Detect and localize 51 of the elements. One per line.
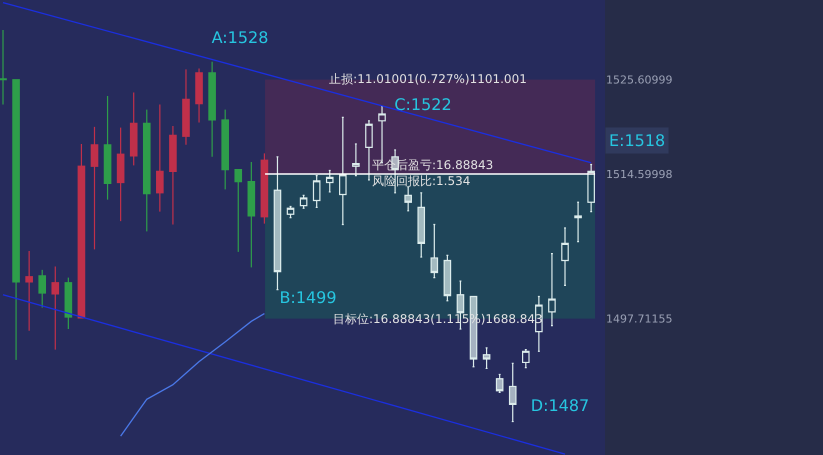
candlestick [508,362,517,422]
candlestick [286,206,294,218]
y-tick-label: 1514.59998 [606,168,672,181]
candlestick [574,202,582,242]
candlestick [300,194,308,209]
candlestick [548,253,556,326]
candlestick [195,68,203,124]
candlestick [260,152,268,224]
candlestick [404,186,412,212]
annotation: A:1528 [212,28,268,47]
y-tick-label: 1525.60999 [606,73,672,86]
candlestick [12,79,20,360]
candlestick [339,116,347,226]
candlestick [156,104,164,212]
annotation: D:1487 [530,396,590,415]
candlestick [169,125,177,226]
text: E:1518 [609,131,666,150]
candlestick [25,250,33,332]
candlestick [312,175,320,208]
candlestick [182,68,190,146]
candlestick [417,192,426,258]
candlestick [234,169,242,253]
candlestick [352,143,360,176]
candlestick [326,170,334,193]
candlestick [51,266,60,350]
annotation: 止损:11.01001(0.727%)1101.001 [329,72,527,86]
candlestick [116,127,124,222]
candlestick [587,164,595,212]
candlestick [64,277,72,330]
candlestick [561,227,569,286]
candlestick [248,161,256,268]
candlestick [365,120,373,181]
candlestick [0,29,7,106]
annotation: C:1522 [394,95,452,114]
line-series [120,312,266,437]
candlestick [221,109,229,190]
candlestick [482,347,490,370]
candlestick [496,374,504,394]
candlestick [130,92,138,166]
annotation: B:1499 [279,288,337,307]
candlestick [208,61,216,158]
candlestick [522,349,530,368]
candlestick [38,269,46,308]
candlestick [104,95,112,200]
candlestick [90,126,98,250]
candlestick [142,109,151,232]
candlestick [274,156,282,290]
candlestick [78,143,86,318]
candlestick [444,254,452,302]
y-tick-label: 1497.71155 [606,312,672,326]
candlestick [430,224,438,278]
